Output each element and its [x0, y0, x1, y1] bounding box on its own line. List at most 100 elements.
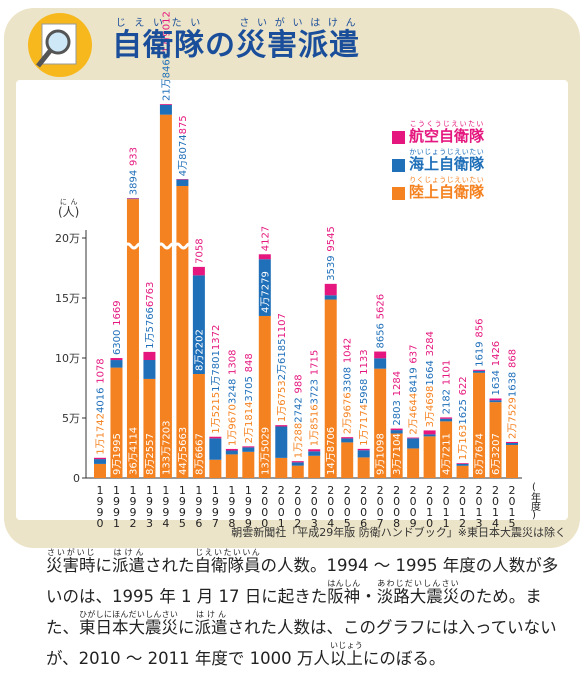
value-label: 3284 [425, 331, 436, 356]
legend-swatch [392, 131, 405, 144]
reading: いじょう [329, 641, 363, 650]
ruby-text: 派遣はけん [112, 548, 145, 575]
bar-segment [192, 266, 205, 276]
value-label: 1万7801 [211, 350, 222, 392]
bar-segment [258, 259, 271, 316]
icon-lens [45, 29, 71, 55]
x-tick-label: 1992 [126, 484, 139, 528]
bar-segment [407, 438, 420, 449]
text: 阪神 [327, 587, 361, 606]
bar-segment [456, 465, 469, 478]
bar-segment [374, 358, 387, 369]
bar-segment [423, 436, 436, 478]
bar-segment [258, 315, 271, 478]
ruby-text: 東日本大震災ひがしにほんだいしんさい [79, 610, 178, 637]
text: 淡路大震災 [376, 587, 460, 606]
bar-segment [291, 462, 304, 466]
bar-segment [291, 461, 304, 463]
value-label: 1284 [392, 371, 403, 396]
value-label: 4万7211 [442, 433, 453, 475]
y-tick-label: 15万 [55, 292, 80, 305]
legend: 航空自衛隊こうくうじえいたい 海上自衛隊かいじょうじえいたい 陸上自衛隊りくじょうじ… [392, 118, 484, 202]
bar-segment [209, 459, 222, 478]
bar-segment [390, 428, 403, 431]
value-label: 8万2202 [194, 329, 205, 371]
x-tick-label: 2007 [374, 484, 387, 528]
value-label: 875 [178, 115, 189, 134]
bar-segment [423, 434, 436, 437]
ruby-text: 淡路大震災あわじだいしんさい [376, 579, 460, 606]
value-label: 9万1995 [112, 433, 123, 475]
x-tick-label: 1994 [159, 484, 172, 528]
value-label: 44万5663 [178, 427, 189, 475]
text: に [95, 556, 113, 575]
value-label: 1万7174 [359, 404, 370, 446]
bar-segment [143, 360, 156, 379]
x-tick-label: 1990 [94, 484, 107, 528]
bar-segment [225, 454, 238, 478]
text: に [178, 618, 195, 637]
value-label: 4127 [260, 226, 271, 251]
value-label: 637 [409, 344, 420, 363]
bar-segment [225, 448, 238, 451]
ruby-text: 以上いじょう [330, 641, 363, 668]
value-label: 856 [475, 319, 486, 338]
x-tick-label: 1997 [209, 484, 222, 528]
value-label: 1万5215 [211, 392, 222, 434]
bar-segment [143, 351, 156, 361]
legend-label: 航空自衛隊こうくうじえいたい [409, 120, 484, 146]
text: 東日本大震災 [79, 618, 178, 637]
bar-segment [390, 433, 403, 478]
bar-segment [291, 465, 304, 478]
value-label: 1107 [277, 313, 288, 338]
reading: りくじょうじえいたい [409, 176, 485, 184]
legend-swatch [392, 187, 405, 200]
text: 自衛隊員 [194, 556, 261, 575]
text: 航空自衛隊 [409, 127, 485, 145]
value-label: 1426 [491, 341, 502, 366]
value-label: 14万8706 [326, 427, 337, 475]
legend-item: 海上自衛隊かいじょうじえいたい [392, 146, 484, 174]
bar-segment [308, 455, 321, 478]
reading: あわじだいしんさい [376, 579, 460, 588]
ruby-text: 災害時さいがいじ [46, 548, 96, 575]
bar-segment [209, 438, 222, 460]
value-label: 5626 [376, 294, 387, 319]
bar-segment [159, 104, 172, 105]
x-tick-label: 2001 [275, 484, 288, 528]
x-tick-label: 2015 [506, 484, 519, 528]
reading: ひがしにほんだいしんさい [79, 610, 178, 619]
value-label: 1042 [343, 338, 354, 363]
bar-segment [209, 436, 222, 439]
x-tick-label: 2013 [473, 484, 486, 528]
bar-segment [407, 437, 420, 439]
bar-segment [275, 426, 288, 458]
value-label: 2742 [293, 397, 304, 422]
value-label: 8656 [376, 323, 387, 348]
bar-segment [506, 444, 518, 478]
ruby-text: 派遣はけん [195, 610, 228, 637]
value-label: 8万2557 [145, 433, 156, 475]
value-label: 3723 [310, 379, 321, 404]
caption: 災害時さいがいじに派遣はけんされた自衛隊員じえいたいいんの人数。1994 ～ 1… [46, 548, 566, 676]
value-label: 8万7674 [475, 433, 486, 475]
legend-label: 陸上自衛隊りくじょうじえいたい [409, 176, 484, 202]
bar-segment [176, 185, 189, 478]
text: 海上自衛隊 [409, 155, 485, 173]
bar-segment [506, 442, 518, 445]
axis-break [173, 242, 194, 250]
bar-segment [341, 437, 354, 439]
value-label: 6300 [112, 330, 123, 355]
bar-segment [192, 275, 205, 374]
value-label: 6763 [145, 282, 156, 307]
text: (人) [58, 205, 80, 219]
ruby-text: (人)にん [58, 198, 80, 219]
value-label: 1万288 [293, 423, 304, 458]
value-label: 3248 [227, 379, 238, 404]
x-tick-label: 2002 [291, 484, 304, 528]
x-tick-label: 2009 [407, 484, 420, 528]
y-tick-label: 10万 [55, 352, 80, 365]
value-label: 1万163 [458, 425, 469, 460]
legend-swatch [392, 159, 405, 172]
text: の [205, 28, 236, 63]
